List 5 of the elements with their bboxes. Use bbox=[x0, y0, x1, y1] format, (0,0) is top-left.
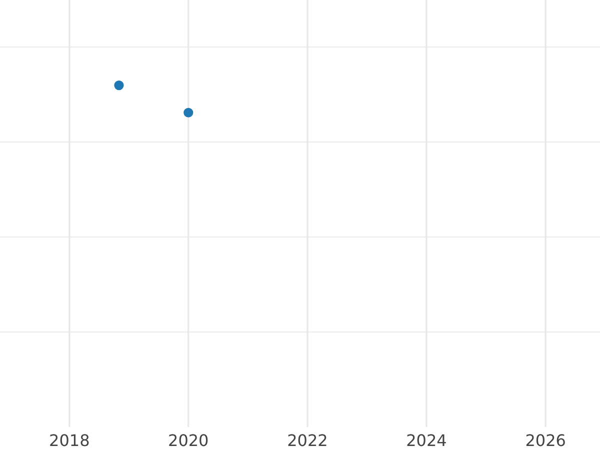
x-tick-label: 2026 bbox=[525, 431, 566, 450]
x-tick-label: 2024 bbox=[406, 431, 447, 450]
x-tick-label: 2020 bbox=[168, 431, 209, 450]
x-tick-label: 2022 bbox=[287, 431, 328, 450]
x-tick-label: 2018 bbox=[49, 431, 90, 450]
